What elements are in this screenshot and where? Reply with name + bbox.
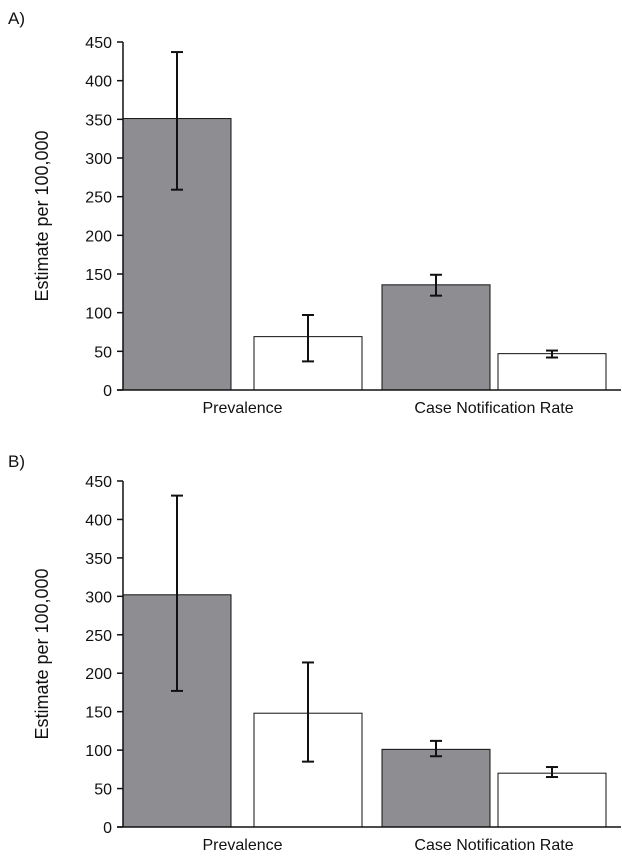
y-tick-label: 150 xyxy=(85,705,112,722)
x-category-label: Prevalence xyxy=(202,837,282,854)
panel-label: A) xyxy=(8,9,25,28)
y-tick-label: 400 xyxy=(85,512,112,529)
y-tick-label: 350 xyxy=(85,112,112,129)
y-tick-label: 0 xyxy=(103,820,112,837)
y-tick-label: 350 xyxy=(85,551,112,568)
error-bar xyxy=(546,766,558,779)
error-bar xyxy=(546,349,558,359)
y-tick-label: 50 xyxy=(94,782,112,799)
y-tick-label: 300 xyxy=(85,151,112,168)
bar-case-notification-rate-1 xyxy=(381,284,491,391)
y-tick-label: 0 xyxy=(103,383,112,400)
y-tick-label: 100 xyxy=(85,306,112,323)
x-category-label: Case Notification Rate xyxy=(414,837,573,854)
chart-panel-2: B) Estimate per 100,000 0 50 100 150 200 250 300… xyxy=(8,452,621,854)
y-tick-label: 200 xyxy=(85,228,112,245)
error-bar xyxy=(302,661,314,763)
y-axis-label: Estimate per 100,000 xyxy=(32,568,52,739)
x-category-label: Prevalence xyxy=(202,400,282,417)
y-axis-label: Estimate per 100,000 xyxy=(32,130,52,301)
error-bar xyxy=(171,51,183,191)
chart-panel-1: A) Estimate per 100,000 0 50 100 150 200 250 300… xyxy=(8,9,621,417)
panel-label: B) xyxy=(8,452,25,471)
y-tick-label: 100 xyxy=(85,743,112,760)
error-bar xyxy=(171,494,183,692)
error-bar xyxy=(302,313,314,363)
y-tick-label: 250 xyxy=(85,628,112,645)
y-tick-label: 450 xyxy=(85,35,112,52)
y-tick-label: 300 xyxy=(85,589,112,606)
bar-case-notification-rate-2 xyxy=(497,353,607,391)
y-tick-label: 200 xyxy=(85,666,112,683)
y-tick-label: 250 xyxy=(85,190,112,207)
bar-case-notification-rate-1 xyxy=(381,748,491,828)
error-bar xyxy=(430,739,442,758)
bar-case-notification-rate-2 xyxy=(497,772,607,828)
y-tick-label: 400 xyxy=(85,74,112,91)
y-tick-label: 450 xyxy=(85,474,112,491)
error-bar xyxy=(430,273,442,297)
y-tick-label: 150 xyxy=(85,267,112,284)
x-category-label: Case Notification Rate xyxy=(414,400,573,417)
y-tick-label: 50 xyxy=(94,344,112,361)
